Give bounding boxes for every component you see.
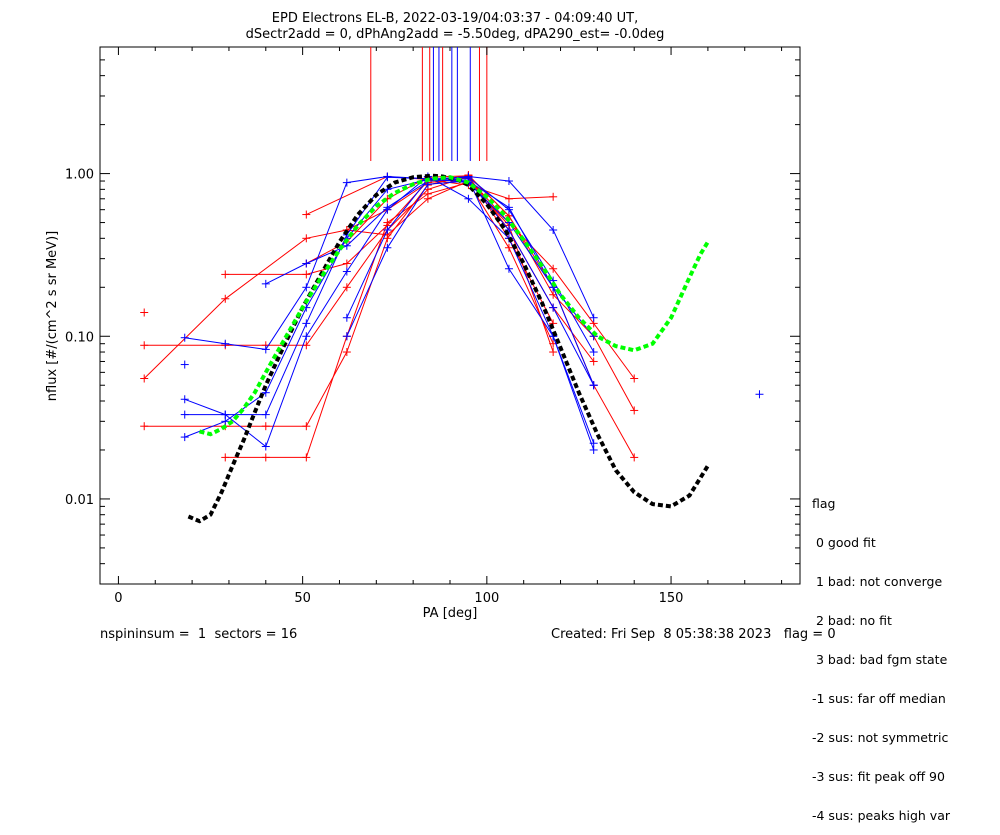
flag-legend: flag 0 good fit 1 bad: not converge 2 ba… [812, 471, 950, 835]
data-point [589, 313, 598, 322]
data-point [342, 313, 351, 322]
legend-item: 3 bad: bad fgm state [812, 652, 948, 667]
data-point [504, 177, 513, 186]
data-point [302, 270, 311, 279]
data-point [261, 453, 270, 462]
data-point [383, 172, 392, 181]
series-line [346, 176, 595, 353]
data-point [342, 259, 351, 268]
data-point [221, 410, 230, 419]
data-point [342, 283, 351, 292]
x-tick-label: 50 [294, 591, 311, 606]
data-point [302, 422, 311, 431]
data-point [302, 283, 311, 292]
data-point [261, 422, 270, 431]
series-line [184, 175, 595, 438]
data-point [261, 410, 270, 419]
data-point [342, 178, 351, 187]
data-point [180, 333, 189, 342]
data-point [549, 303, 558, 312]
plot-frame [99, 46, 801, 585]
data-point [302, 210, 311, 219]
data-point [302, 332, 311, 341]
legend-item: 1 bad: not converge [812, 574, 943, 589]
data-point [504, 243, 513, 252]
series-line [184, 176, 595, 416]
data-point [589, 357, 598, 366]
data-point [504, 264, 513, 273]
data-point [302, 341, 311, 350]
legend-item: -4 sus: peaks high var [812, 808, 951, 823]
data-point [549, 264, 558, 273]
data-point [755, 390, 764, 399]
data-point [180, 410, 189, 419]
footer-right: Created: Fri Sep 8 05:38:38 2023 flag = … [551, 627, 836, 642]
data-point [221, 417, 230, 426]
x-axis-label: PA [deg] [423, 606, 478, 621]
data-point [140, 341, 149, 350]
legend-item: -1 sus: far off median [812, 691, 946, 706]
legend-title: flag [812, 496, 836, 511]
data-point [549, 226, 558, 235]
data-point [383, 226, 392, 235]
y-tick-label: 0.01 [65, 493, 94, 508]
data-point [383, 218, 392, 227]
data-point [589, 381, 598, 390]
chart-subtitle: dSectr2add = 0, dPhAng2add = -5.50deg, d… [246, 27, 665, 42]
y-axis-label: nflux [#/(cm^2 s sr MeV)] [45, 231, 60, 401]
data-point [342, 267, 351, 276]
data-point [630, 406, 639, 415]
legend-item: 0 good fit [812, 535, 876, 550]
data-point [302, 319, 311, 328]
axes: 0 50 100 150 0.01 0.10 1.00 [65, 46, 800, 606]
data-point [383, 203, 392, 212]
data-point [589, 348, 598, 357]
vertical-markers [370, 47, 488, 161]
data-point [140, 308, 149, 317]
legend-item: -3 sus: fit peak off 90 [812, 769, 945, 784]
data-point [302, 259, 311, 268]
x-tick-label: 100 [474, 591, 499, 606]
legend-item: 2 bad: no fit [812, 613, 892, 628]
chart-title: EPD Electrons EL-B, 2022-03-19/04:03:37 … [272, 11, 638, 26]
data-point [221, 270, 230, 279]
data-point [180, 433, 189, 442]
series-line [144, 174, 635, 427]
data-point [140, 374, 149, 383]
fit-curve-black [187, 173, 710, 524]
data-point [423, 194, 432, 203]
x-tick-label: 0 [114, 591, 122, 606]
data-point [261, 345, 270, 354]
data-point [342, 348, 351, 357]
data-point [180, 360, 189, 369]
data-point [140, 422, 149, 431]
data-point [221, 453, 230, 462]
data-point [549, 192, 558, 201]
fit-curves [187, 173, 710, 524]
data-point [504, 205, 513, 214]
data-point [302, 453, 311, 462]
data-point [221, 294, 230, 303]
data-point [383, 243, 392, 252]
data-point [549, 348, 558, 357]
data-point [589, 445, 598, 454]
footer-left: nspininsum = 1 sectors = 16 [100, 627, 298, 642]
data-point [630, 453, 639, 462]
data-point [464, 194, 473, 203]
data-point [221, 339, 230, 348]
data-point [261, 442, 270, 451]
data-point [180, 395, 189, 404]
data-point [630, 374, 639, 383]
y-tick-label: 0.10 [65, 330, 94, 345]
data-point [261, 279, 270, 288]
data-point [342, 332, 351, 341]
legend-item: -2 sus: not symmetric [812, 730, 949, 745]
y-tick-label: 1.00 [65, 168, 94, 183]
chart: EPD Electrons EL-B, 2022-03-19/04:03:37 … [45, 11, 801, 621]
data-point [302, 234, 311, 243]
x-tick-label: 150 [659, 591, 684, 606]
fit-curve-green [199, 175, 710, 437]
data-point [504, 194, 513, 203]
